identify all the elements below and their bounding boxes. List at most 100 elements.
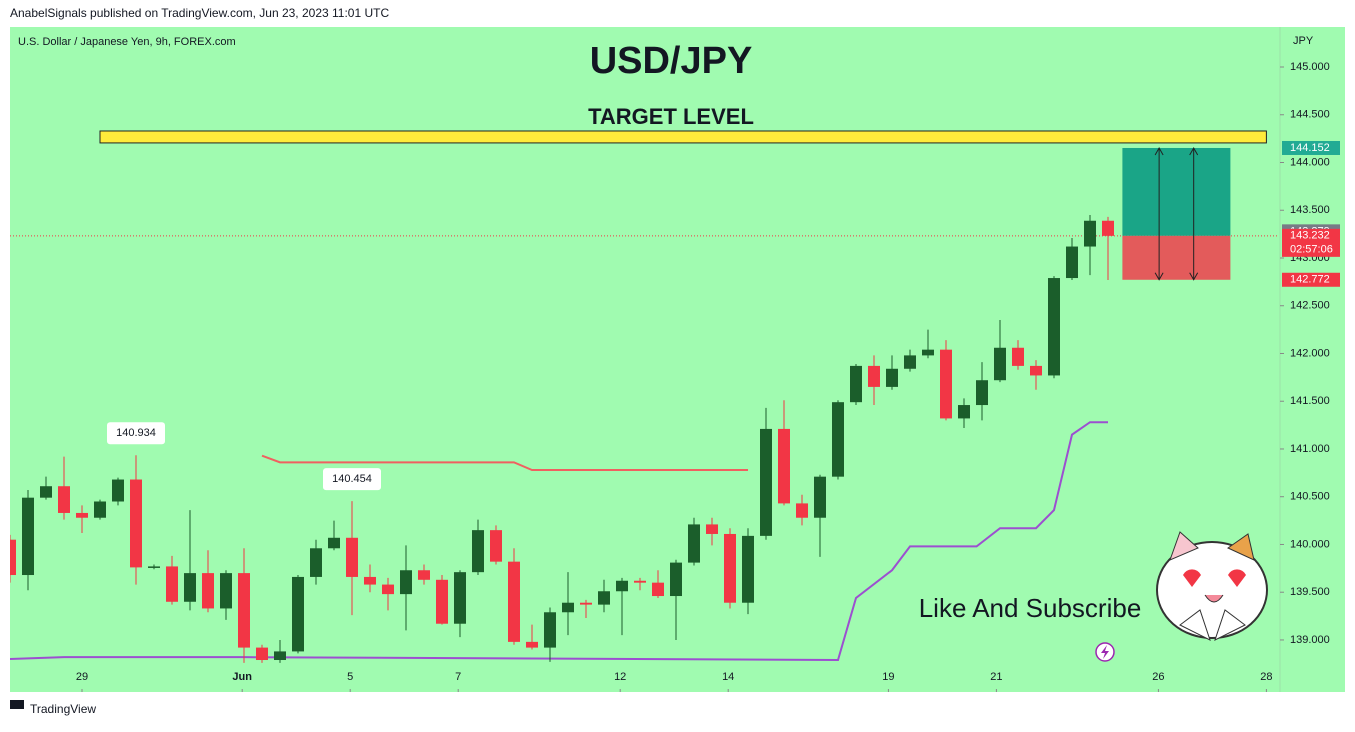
candle-body	[202, 573, 214, 609]
footer-brand: TradingView	[30, 702, 96, 716]
lightning-icon[interactable]	[1095, 642, 1115, 662]
y-tick-label: 141.500	[1290, 395, 1330, 407]
candle-body	[1012, 347, 1024, 366]
candle-body	[256, 647, 268, 661]
candle-body	[238, 573, 250, 648]
candle-body	[724, 533, 736, 603]
candle-body	[922, 349, 934, 356]
candle-body	[130, 479, 142, 568]
x-tick-label: 28	[1260, 671, 1272, 683]
cat-mouth	[1204, 594, 1224, 603]
cat-eye	[1228, 569, 1246, 587]
candle-body	[634, 580, 646, 583]
countdown: 02:57:06	[1290, 244, 1333, 256]
candle-body	[670, 562, 682, 597]
candle-body	[292, 576, 304, 652]
cat-ear	[1169, 531, 1199, 561]
tv-logo	[10, 700, 24, 709]
icon-bolt[interactable]	[1101, 645, 1109, 659]
high-label: 140.454	[332, 473, 372, 485]
x-tick-label: 29	[76, 671, 88, 683]
candle-body	[166, 566, 178, 602]
position-arrow	[1189, 146, 1199, 281]
high-label: 140.934	[116, 427, 156, 439]
candle-body	[454, 572, 466, 624]
cat-ear	[1227, 533, 1255, 561]
y-tick-label: 145.000	[1290, 61, 1330, 73]
y-tick-label: 144.000	[1290, 156, 1330, 168]
candle-body	[148, 566, 160, 568]
price-tag	[1282, 140, 1340, 155]
candle-body	[958, 405, 970, 419]
candle-body	[796, 503, 808, 518]
candle-body	[598, 591, 610, 605]
candle-body	[436, 579, 448, 624]
candle-body	[184, 573, 196, 602]
candle-body	[472, 530, 484, 573]
price-tag-label: 143.232	[1290, 230, 1330, 242]
candle-body	[814, 476, 826, 518]
candle-body	[310, 548, 322, 577]
candle-body	[994, 347, 1006, 381]
candle-body	[400, 570, 412, 595]
x-tick-label: 26	[1152, 671, 1164, 683]
currency-label: JPY	[1293, 35, 1314, 47]
candle-body	[364, 576, 376, 585]
candle-body	[526, 641, 538, 648]
symbol-label: U.S. Dollar / Japanese Yen, 9h, FOREX.co…	[18, 36, 236, 48]
candle-body	[40, 486, 52, 498]
candle-body	[1066, 246, 1078, 279]
x-tick-label: 7	[455, 671, 461, 683]
x-tick-label: 14	[722, 671, 734, 683]
candle-body	[22, 497, 34, 576]
target-label: TARGET LEVEL	[588, 104, 754, 129]
candle-body	[850, 365, 862, 403]
candle-body	[1102, 220, 1114, 236]
x-tick-label: 12	[614, 671, 626, 683]
x-tick-label: Jun	[232, 671, 252, 683]
y-tick-label: 139.500	[1290, 586, 1330, 598]
price-tag	[1282, 272, 1340, 287]
chart-title: USD/JPY	[590, 40, 753, 82]
high-label-box	[323, 468, 381, 491]
price-tag-label: 144.152	[1290, 142, 1330, 154]
candle-body	[868, 365, 880, 387]
candle-body	[274, 651, 286, 661]
candle-body	[1084, 220, 1096, 247]
indicator-line	[261, 454, 748, 471]
indicator-line	[10, 421, 1108, 662]
candle-body	[58, 486, 70, 513]
candle-body	[94, 501, 106, 518]
y-tick-label: 140.000	[1290, 538, 1330, 550]
x-tick-label: 19	[882, 671, 894, 683]
y-tick-label: 141.000	[1290, 443, 1330, 455]
candle-body	[706, 524, 718, 534]
price-tag	[1282, 228, 1340, 257]
candle-body	[652, 582, 664, 597]
candle-body	[508, 561, 520, 642]
price-tag-label: 142.772	[1290, 274, 1330, 286]
candle-body	[778, 428, 790, 504]
candle-body	[10, 539, 16, 576]
high-label-box	[107, 422, 165, 445]
candle-body	[112, 479, 124, 502]
candle-body	[616, 580, 628, 592]
candle-body	[346, 537, 358, 577]
candle-body	[220, 573, 232, 609]
candle-body	[490, 530, 502, 562]
position-loss	[1122, 235, 1231, 280]
y-tick-label: 144.500	[1290, 109, 1330, 121]
candle-body	[688, 524, 700, 563]
candle-body	[886, 368, 898, 387]
candle-body	[904, 355, 916, 369]
cat-paws	[1179, 609, 1246, 641]
y-tick-label: 139.000	[1290, 634, 1330, 646]
annotation: Like And Subscribe	[919, 593, 1142, 623]
candle-body	[580, 602, 592, 605]
y-tick-label: 142.500	[1290, 300, 1330, 312]
x-tick-label: 5	[347, 671, 353, 683]
candle-body	[940, 349, 952, 419]
publisher-line: AnabelSignals published on TradingView.c…	[10, 6, 389, 20]
